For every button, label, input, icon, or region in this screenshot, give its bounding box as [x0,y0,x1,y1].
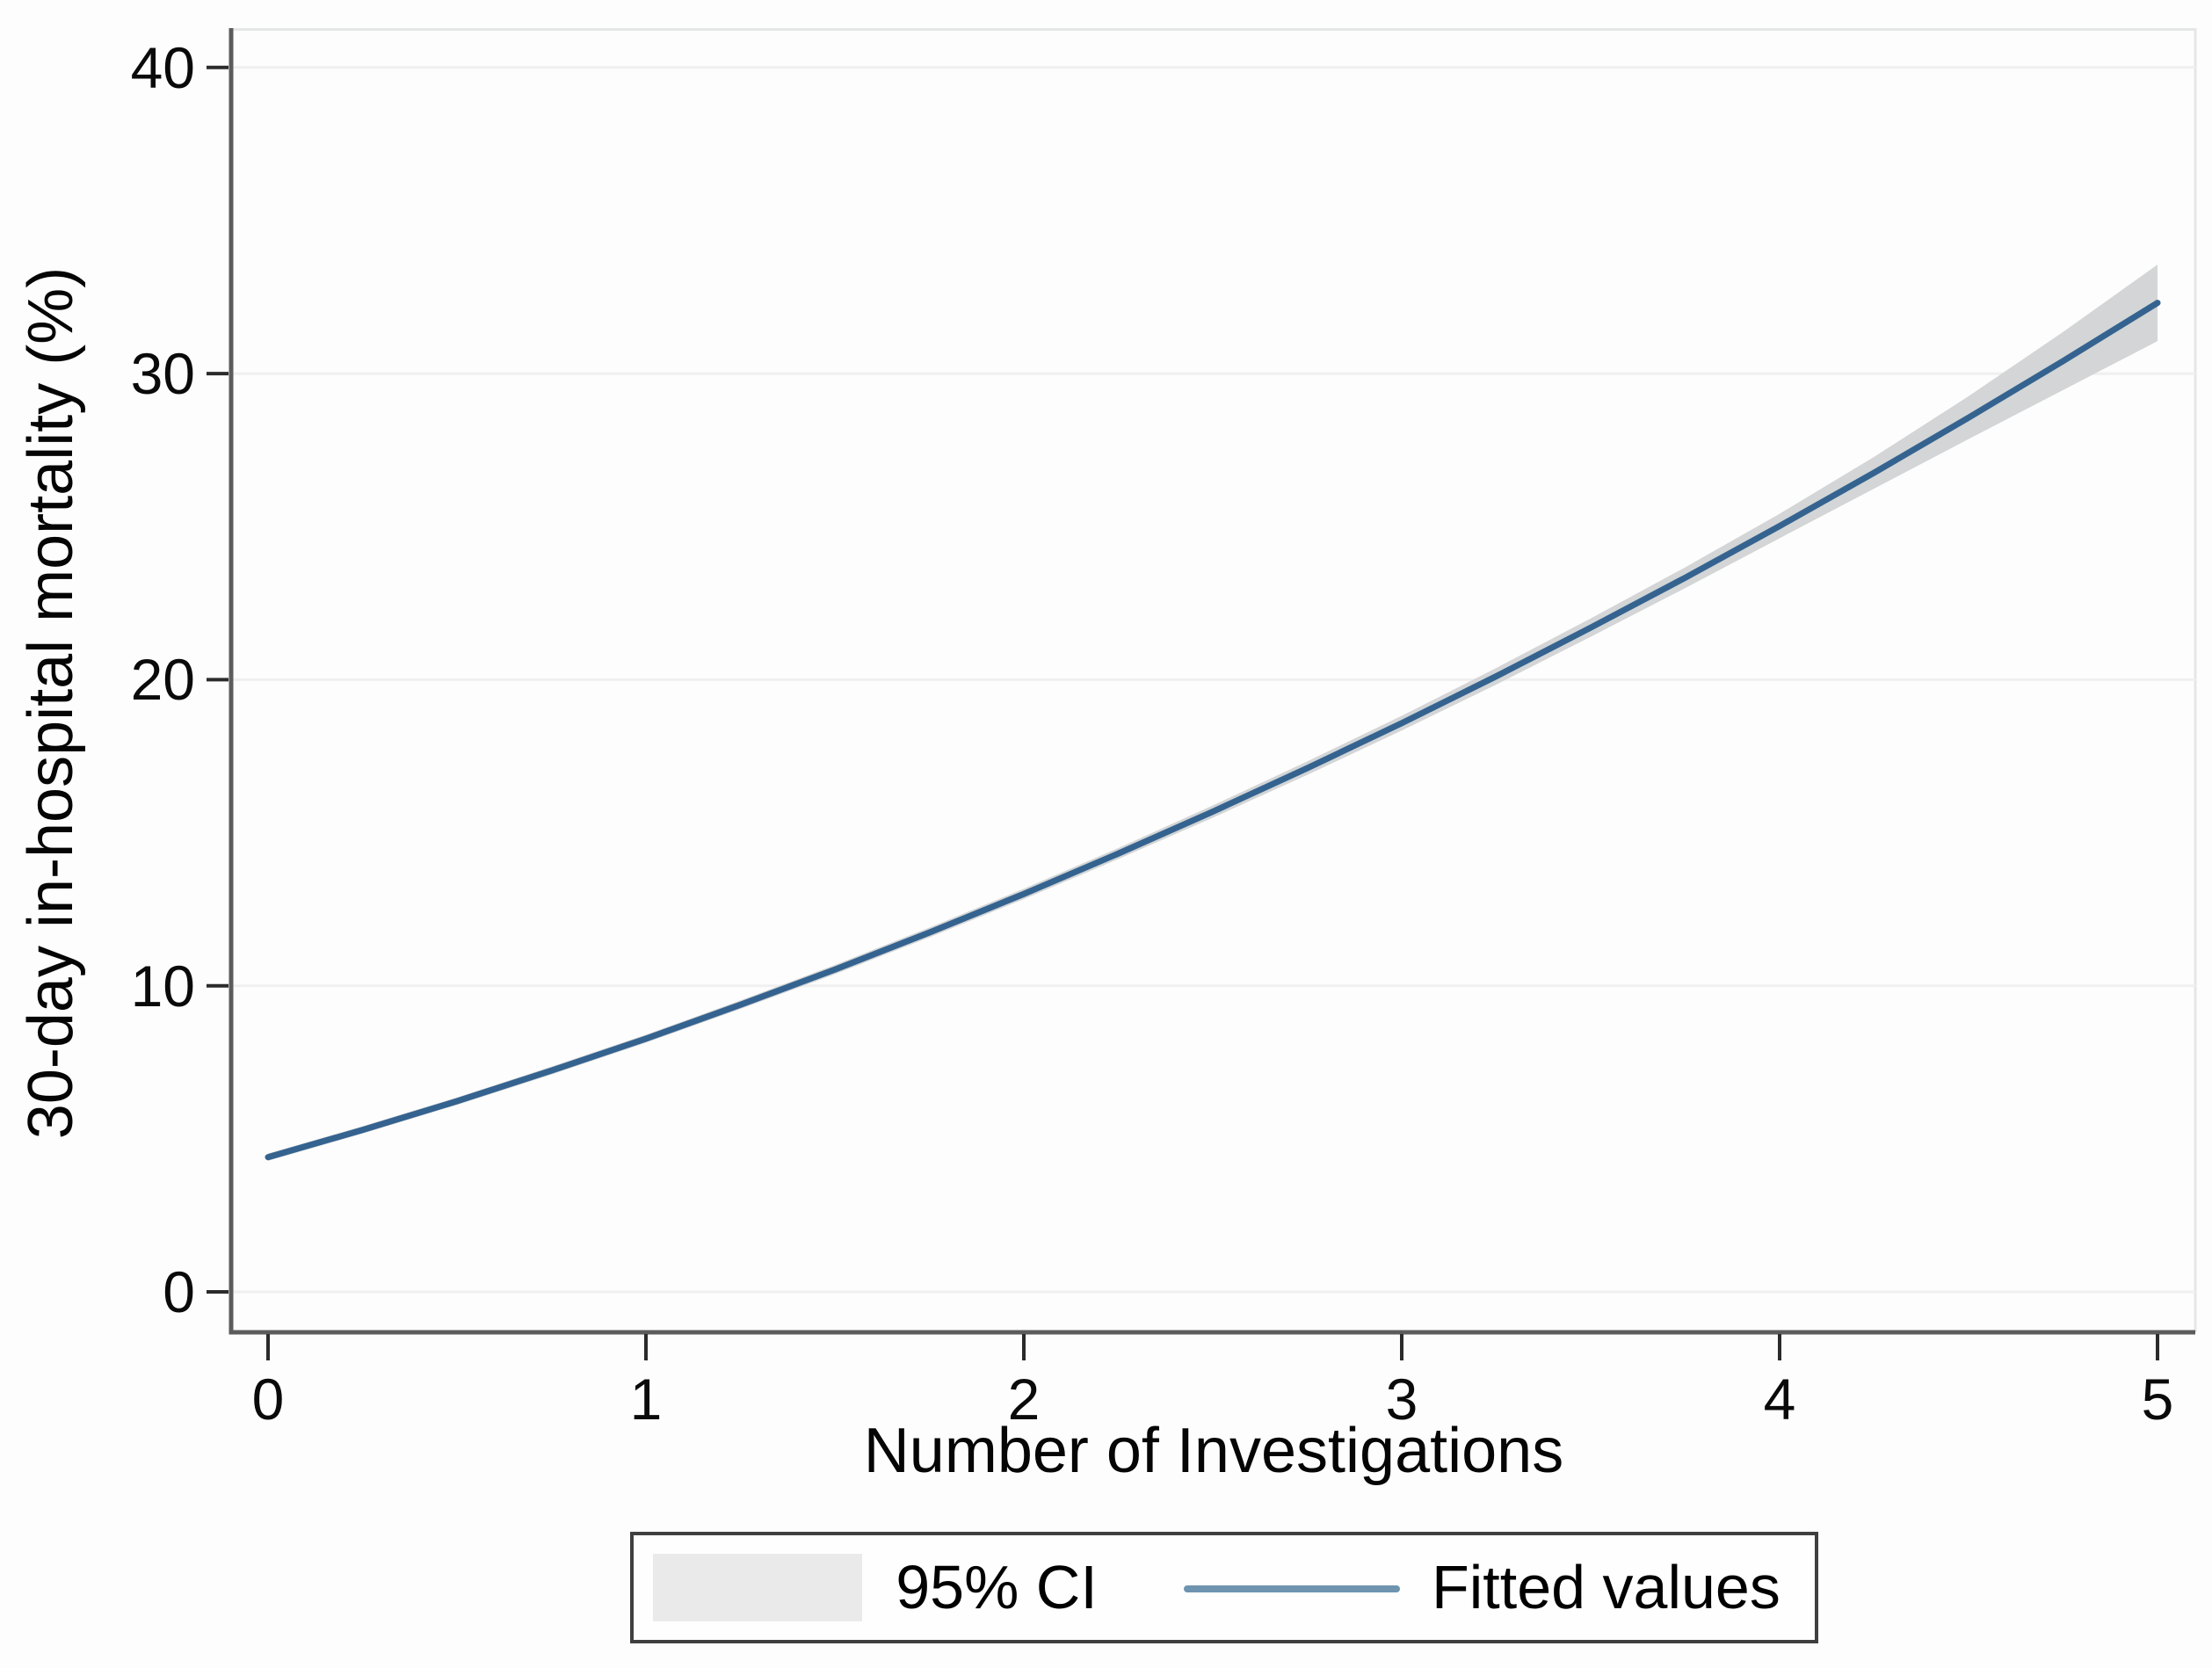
y-axis-title: 30-day in-hospital mortality (%) [16,266,86,1140]
y-tick-label-0: 0 [163,1259,195,1324]
ci-legend-label: 95% CI [896,1553,1098,1621]
legend: 95% CI Fitted values [630,1532,1818,1643]
fitted-line [265,300,2161,1161]
x-axis-title: Number of Investigations [863,1416,1564,1486]
x-tick-label-0: 0 [251,1367,285,1432]
plot-area [207,28,2197,1360]
x-tick-label-2: 2 [1007,1367,1041,1432]
fitted-values-legend-label: Fitted values [1432,1553,1780,1621]
x-tick-label-1: 1 [629,1367,663,1432]
x-tick-label-5: 5 [2141,1367,2174,1432]
y-tick-label-30: 30 [130,341,195,407]
x-tick-label-4: 4 [1763,1367,1796,1432]
x-tick-label-3: 3 [1385,1367,1418,1432]
y-tick-label-40: 40 [130,34,195,100]
y-tick-label-20: 20 [130,647,195,713]
fitted-line-sample [1184,1585,1400,1592]
ci-band [268,265,2158,1161]
ci-band-swatch [653,1554,862,1621]
y-tick-label-10: 10 [130,953,195,1019]
